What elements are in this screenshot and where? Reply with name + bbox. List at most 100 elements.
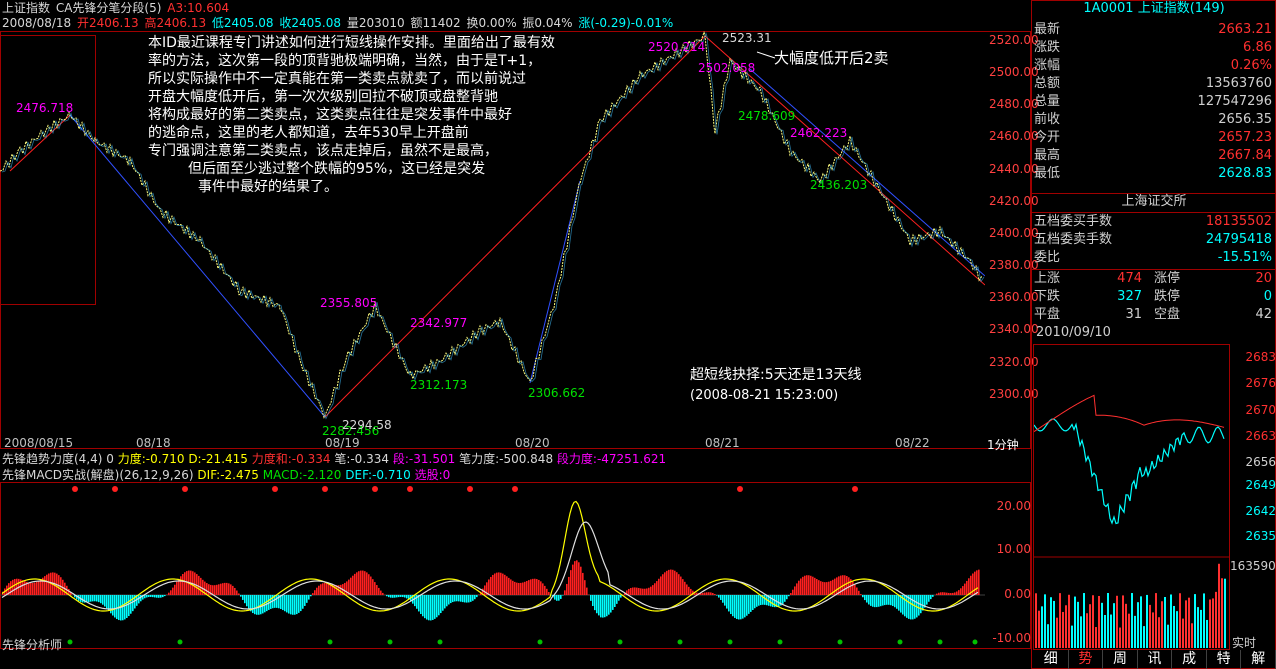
quote-row: 涨幅 0.26% — [1032, 58, 1276, 74]
macd-bar — [240, 595, 242, 597]
signal-dot — [897, 639, 903, 645]
macd-bar — [818, 580, 820, 595]
indicator-name[interactable]: CA先锋分笔分段(5) — [55, 1, 162, 15]
breadth-value: 20 — [1255, 271, 1272, 286]
macd-bar — [324, 582, 326, 595]
macd-bar — [122, 595, 124, 621]
macd-bar — [912, 595, 914, 620]
macd-bar — [134, 595, 136, 609]
macd-line — [1, 521, 979, 610]
macd-bar — [452, 595, 454, 603]
tab-special[interactable]: 特 — [1207, 650, 1242, 669]
tab-analysis[interactable]: 解 — [1241, 650, 1276, 669]
macd-bar — [84, 595, 86, 603]
macd-bar — [922, 595, 924, 611]
macd-bar — [834, 578, 836, 595]
macd-bar — [808, 575, 810, 595]
volume-bar — [1128, 613, 1130, 648]
volume-bar — [1182, 618, 1184, 648]
y-tick: 2400.00 — [989, 226, 1039, 240]
macd-bar — [838, 576, 840, 595]
tab-week[interactable]: 周 — [1103, 650, 1138, 669]
macd-bar — [688, 586, 690, 595]
note-line: 但后面至少逃过整个跌幅的95%，这已经是突发 — [188, 161, 486, 177]
macd-bar — [738, 595, 740, 620]
volume-bar — [1113, 603, 1115, 648]
macd-bar — [728, 595, 730, 612]
macd-y-tick: 10.00 — [996, 542, 1031, 556]
macd-bar — [442, 595, 444, 611]
point-label: 2355.805 — [320, 296, 378, 310]
order-row: 五档委卖手数 24795418 — [1032, 232, 1276, 248]
macd-bar — [930, 595, 932, 600]
macd-bar — [546, 588, 548, 595]
macd-bar — [298, 595, 300, 613]
macd-bar — [696, 592, 698, 595]
bottom-tabs: 细 势 周 讯 成 特 解 — [1034, 650, 1276, 669]
ind1-forcesum: 力度和:-0.334 — [251, 452, 331, 466]
ind2-pick: 选股:0 — [414, 468, 451, 482]
macd-bar — [368, 574, 370, 595]
period-button[interactable]: 1分钟 — [987, 438, 1019, 452]
macd-bar — [420, 595, 422, 614]
macd-bar — [860, 594, 862, 595]
ind2-dif: DIF:-2.475 — [197, 468, 259, 482]
macd-bar — [974, 571, 976, 595]
macd-bar — [316, 587, 318, 595]
tab-news[interactable]: 讯 — [1138, 650, 1173, 669]
tab-detail[interactable]: 细 — [1034, 650, 1069, 669]
a3-value: A3:10.604 — [167, 1, 230, 15]
chart-header: 上证指数 CA先锋分笔分段(5) A3:10.604 — [2, 0, 231, 16]
security-title[interactable]: 1A0001 上证指数(149) — [1083, 1, 1225, 16]
mini-y-tick: 2642 — [1245, 504, 1276, 518]
volume-value: 量203010 — [346, 16, 405, 30]
breadth-row: 下跌 327 跌停 0 — [1032, 289, 1276, 305]
breadth-value: 474 — [1117, 271, 1142, 286]
macd-bar — [630, 587, 632, 595]
macd-bar — [132, 595, 134, 612]
macd-bar — [396, 595, 398, 598]
point-label: 2523.31 — [722, 31, 772, 45]
macd-bar — [508, 577, 510, 595]
macd-bar — [512, 580, 514, 595]
point-label: 2282.456 — [322, 424, 380, 438]
macd-bar — [218, 584, 220, 595]
realtime-label[interactable]: 实时 — [1232, 636, 1257, 650]
macd-bar — [256, 595, 258, 615]
tab-trend[interactable]: 势 — [1069, 650, 1104, 669]
macd-bar — [454, 595, 456, 602]
mini-volume-bars — [1035, 563, 1226, 648]
macd-svg[interactable] — [0, 483, 985, 649]
volume-bar — [1098, 595, 1100, 648]
tab-trades[interactable]: 成 — [1172, 650, 1207, 669]
macd-bar — [924, 595, 926, 608]
y-tick: 2360.00 — [989, 290, 1039, 304]
mini-y-tick: 2663 — [1245, 429, 1276, 443]
quote-key: 最高 — [1034, 148, 1061, 163]
mini-chart-svg[interactable] — [1034, 345, 1229, 649]
macd-bar — [902, 595, 904, 615]
macd-bar — [702, 592, 704, 595]
macd-panel-frame[interactable] — [0, 482, 1031, 649]
volume-bar — [1122, 595, 1124, 648]
macd-bar — [960, 588, 962, 595]
macd-bar — [532, 578, 534, 595]
volume-bar — [1224, 578, 1226, 648]
ind1-name[interactable]: 先锋趋势力度(4,4) — [2, 452, 103, 466]
volume-bar — [1089, 604, 1091, 648]
macd-bar — [948, 592, 950, 595]
ind2-name[interactable]: 先锋MACD实战(解盘)(26,12,9,26) — [2, 468, 194, 482]
macd-bar — [306, 595, 308, 603]
macd-bar — [654, 583, 656, 595]
note-line: 率的方法，这次第一段的顶背驰极端明确，当然，由于是T+1， — [148, 53, 542, 69]
macd-bar — [704, 592, 706, 595]
breadth-key: 下跌 — [1034, 289, 1061, 304]
macd-bar — [840, 575, 842, 595]
macd-bar — [690, 588, 692, 595]
mini-chart-frame[interactable] — [1033, 344, 1230, 650]
mini-chart-date: 2010/09/10 — [1036, 325, 1111, 340]
macd-bar — [954, 592, 956, 595]
macd-line — [1, 500, 979, 612]
breadth-list: 上涨 474 涨停 20 下跌 327 跌停 0 平盘 31 空盘 42 — [1032, 269, 1276, 324]
main-chart-svg[interactable] — [0, 31, 985, 435]
